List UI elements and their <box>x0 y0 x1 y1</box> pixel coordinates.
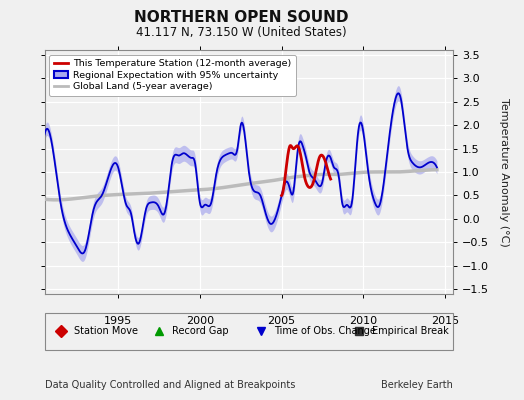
Text: Data Quality Controlled and Aligned at Breakpoints: Data Quality Controlled and Aligned at B… <box>45 380 295 390</box>
Y-axis label: Temperature Anomaly (°C): Temperature Anomaly (°C) <box>499 98 509 246</box>
Text: NORTHERN OPEN SOUND: NORTHERN OPEN SOUND <box>134 10 348 25</box>
Legend: This Temperature Station (12-month average), Regional Expectation with 95% uncer: This Temperature Station (12-month avera… <box>49 55 296 96</box>
Text: Record Gap: Record Gap <box>172 326 228 336</box>
Text: Station Move: Station Move <box>74 326 138 336</box>
Text: Berkeley Earth: Berkeley Earth <box>381 380 453 390</box>
Text: 41.117 N, 73.150 W (United States): 41.117 N, 73.150 W (United States) <box>136 26 346 39</box>
Text: Time of Obs. Change: Time of Obs. Change <box>274 326 376 336</box>
Text: Empirical Break: Empirical Break <box>373 326 449 336</box>
